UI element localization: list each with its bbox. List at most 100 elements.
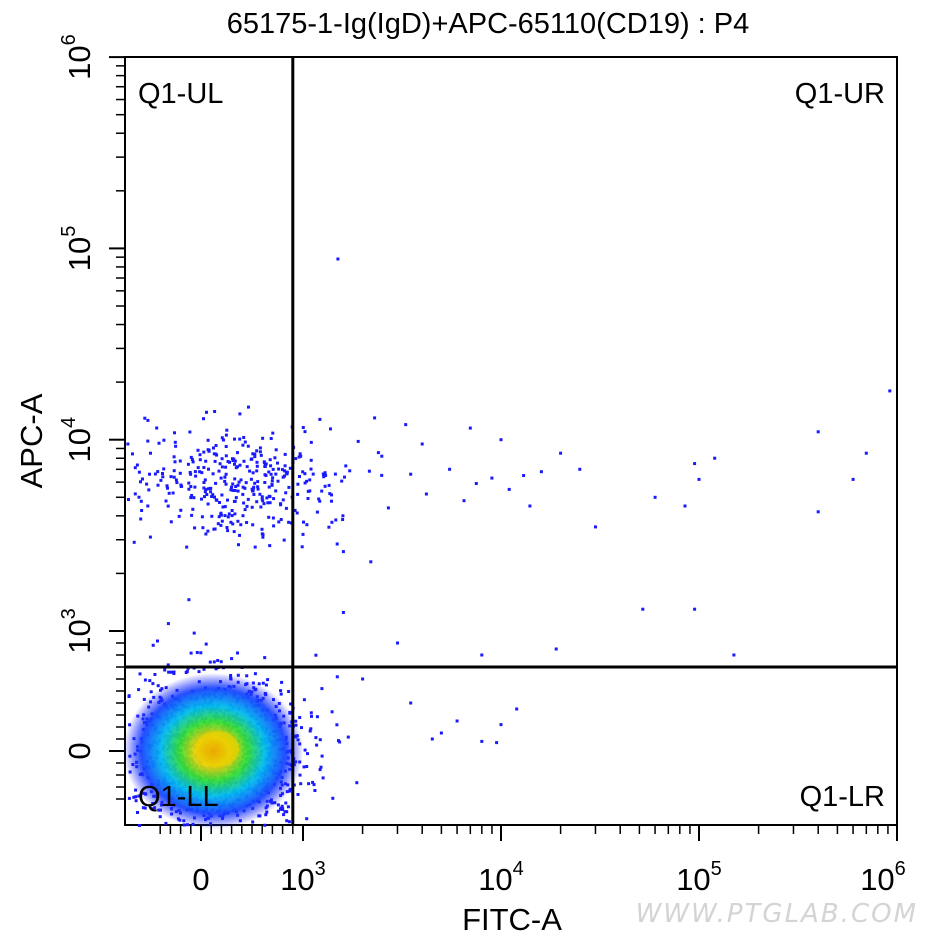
event-dot — [233, 462, 236, 466]
event-dot — [224, 465, 228, 469]
event-dot — [321, 776, 325, 780]
event-dot — [220, 457, 224, 461]
event-dot — [279, 689, 283, 693]
event-point — [653, 495, 657, 499]
event-dot — [282, 813, 286, 817]
quadrant-label-ur: Q1-UR — [795, 78, 885, 110]
event-dot — [245, 465, 249, 469]
event-dot — [166, 622, 170, 626]
event-dot — [230, 485, 233, 489]
event-dot — [264, 683, 268, 687]
event-dot — [251, 489, 255, 493]
event-point — [455, 719, 459, 723]
event-point — [468, 426, 472, 430]
event-dot — [281, 475, 285, 479]
event-point — [439, 731, 443, 735]
event-dot — [208, 660, 212, 664]
event-dot — [323, 471, 327, 475]
event-dot — [231, 522, 235, 526]
event-dot — [264, 813, 268, 817]
event-dot — [231, 457, 234, 461]
event-point — [373, 416, 377, 420]
event-dot — [287, 520, 291, 524]
event-dot — [214, 452, 218, 456]
event-dot — [200, 515, 204, 519]
event-dot — [185, 545, 189, 549]
event-dot — [341, 514, 345, 518]
event-dot — [307, 782, 311, 786]
event-dot — [216, 659, 220, 662]
event-dot — [299, 782, 303, 786]
event-dot — [259, 453, 263, 457]
event-dot — [140, 509, 144, 512]
event-dot — [314, 653, 318, 657]
event-point — [495, 741, 499, 745]
event-dot — [236, 519, 240, 523]
event-dot — [255, 449, 259, 453]
event-dot — [315, 715, 319, 719]
event-dot — [192, 496, 196, 500]
event-dot — [138, 672, 142, 676]
event-dot — [268, 495, 272, 499]
quadrant-labels: Q1-UL Q1-UR Q1-LL Q1-LR — [138, 78, 885, 813]
event-dot — [230, 509, 234, 512]
event-dot — [320, 687, 324, 691]
event-dot — [294, 457, 298, 461]
plot-area: Q1-UL Q1-UR Q1-LL Q1-LR — [123, 56, 898, 829]
event-dot — [136, 811, 139, 814]
event-dot — [246, 497, 250, 501]
event-dot — [301, 426, 305, 429]
event-dot — [309, 467, 313, 471]
event-dot — [139, 517, 143, 521]
event-dot — [163, 668, 167, 672]
event-point — [888, 389, 892, 393]
event-dot — [295, 511, 299, 515]
event-dot — [234, 496, 238, 500]
event-points — [301, 257, 892, 745]
event-dot — [301, 470, 305, 474]
event-dot — [281, 807, 285, 811]
event-dot — [166, 486, 169, 490]
event-point — [713, 456, 717, 460]
event-dot — [340, 479, 344, 483]
event-dot — [217, 469, 221, 473]
event-dot — [214, 481, 218, 485]
event-dot — [230, 657, 234, 661]
event-dot — [227, 512, 231, 516]
event-dot — [172, 455, 176, 459]
x-axis-label: FITC-A — [462, 902, 562, 937]
event-dot — [146, 439, 150, 443]
event-dot — [165, 484, 169, 488]
event-dot — [219, 523, 223, 527]
event-dot — [189, 651, 193, 655]
event-point — [341, 611, 345, 614]
event-dot — [268, 544, 272, 548]
event-dot — [322, 475, 326, 479]
event-dot — [237, 543, 240, 547]
event-dot — [204, 642, 208, 646]
event-dot — [367, 469, 371, 473]
event-dot — [242, 459, 246, 463]
event-dot — [146, 504, 150, 508]
event-dot — [169, 520, 173, 524]
event-dot — [203, 495, 206, 499]
event-dot — [380, 473, 384, 477]
y-axis: 0 103 104 105 106 — [58, 34, 125, 800]
event-dot — [256, 480, 260, 484]
event-point — [462, 499, 466, 503]
y-tick-label: 106 — [58, 34, 97, 80]
event-dot — [205, 410, 208, 414]
event-dot — [296, 492, 300, 496]
event-point — [851, 477, 855, 481]
x-tick-label: 0 — [192, 862, 209, 897]
event-point — [697, 477, 701, 481]
event-dot — [335, 723, 339, 727]
event-dot — [260, 497, 264, 501]
event-dot — [309, 711, 313, 715]
event-dot — [241, 514, 245, 518]
event-dot — [189, 455, 193, 459]
event-dot — [268, 458, 272, 462]
event-dot — [226, 498, 229, 502]
event-dot — [281, 468, 284, 472]
event-dot — [231, 482, 235, 486]
